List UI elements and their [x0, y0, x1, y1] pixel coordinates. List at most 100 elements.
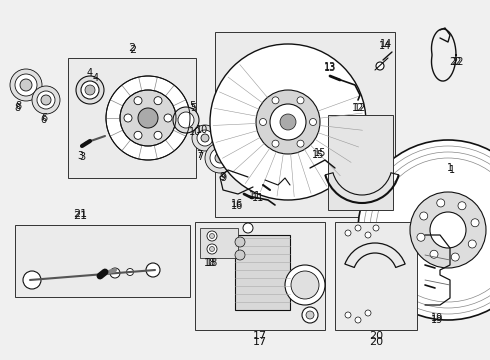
Circle shape [15, 74, 37, 96]
Circle shape [310, 118, 317, 126]
Circle shape [205, 143, 235, 173]
Text: 22: 22 [452, 57, 464, 67]
Bar [215, 32, 395, 217]
Text: 6: 6 [40, 115, 46, 125]
Text: 6: 6 [41, 113, 47, 123]
Circle shape [451, 253, 459, 261]
Text: 16: 16 [231, 201, 243, 211]
Circle shape [210, 148, 230, 168]
Circle shape [235, 237, 245, 247]
Circle shape [235, 250, 245, 260]
Text: 7: 7 [196, 150, 202, 160]
Circle shape [126, 269, 133, 275]
Text: 8: 8 [14, 103, 20, 113]
Circle shape [134, 97, 142, 105]
Circle shape [355, 317, 361, 323]
Text: 19: 19 [431, 315, 443, 325]
Circle shape [410, 192, 486, 268]
Circle shape [10, 69, 42, 101]
Text: 1: 1 [449, 165, 455, 175]
Text: 10: 10 [189, 127, 201, 137]
Circle shape [124, 114, 132, 122]
Circle shape [430, 250, 438, 258]
Circle shape [365, 232, 371, 238]
Circle shape [197, 130, 213, 146]
Circle shape [256, 90, 320, 154]
Text: 14: 14 [379, 41, 391, 51]
Circle shape [201, 134, 209, 142]
Circle shape [178, 112, 194, 128]
Text: 3: 3 [77, 151, 83, 161]
Circle shape [23, 271, 41, 289]
Circle shape [302, 307, 318, 323]
Text: 20: 20 [369, 331, 383, 341]
Text: 19: 19 [431, 313, 443, 323]
Circle shape [458, 202, 466, 210]
Circle shape [154, 131, 162, 139]
Text: 2: 2 [129, 45, 137, 55]
Bar [200, 228, 238, 258]
Circle shape [138, 108, 158, 128]
Circle shape [106, 76, 190, 160]
Circle shape [173, 107, 199, 133]
Circle shape [243, 223, 253, 233]
Circle shape [20, 79, 32, 91]
Circle shape [417, 233, 425, 241]
Circle shape [210, 44, 366, 200]
Circle shape [154, 97, 162, 105]
Circle shape [215, 153, 225, 163]
Circle shape [210, 234, 215, 239]
Bar [195, 222, 325, 330]
Circle shape [358, 140, 490, 320]
Circle shape [37, 91, 55, 109]
Text: 1: 1 [447, 163, 453, 173]
Text: 8: 8 [15, 101, 21, 111]
Bar [335, 222, 417, 330]
Circle shape [373, 225, 379, 231]
Text: 11: 11 [252, 193, 264, 203]
Circle shape [134, 131, 142, 139]
Circle shape [345, 230, 351, 236]
Text: 2: 2 [128, 43, 136, 53]
Text: 15: 15 [312, 150, 324, 160]
Circle shape [471, 219, 479, 227]
Text: 9: 9 [220, 173, 226, 183]
Circle shape [260, 118, 267, 126]
Text: 13: 13 [324, 63, 336, 73]
Text: 7: 7 [197, 152, 203, 162]
Circle shape [364, 146, 490, 314]
Text: 14: 14 [380, 39, 392, 49]
Text: 4: 4 [87, 68, 93, 78]
Text: 21: 21 [73, 209, 87, 219]
Circle shape [110, 268, 120, 278]
Text: 17: 17 [253, 331, 267, 341]
Circle shape [81, 81, 99, 99]
Circle shape [345, 312, 351, 318]
Bar [15, 225, 190, 297]
Text: 12: 12 [352, 103, 364, 113]
Circle shape [164, 114, 172, 122]
Circle shape [280, 114, 296, 130]
Circle shape [146, 263, 160, 277]
Circle shape [376, 62, 384, 70]
Circle shape [41, 95, 51, 105]
Circle shape [297, 140, 304, 147]
Text: 9: 9 [219, 172, 225, 182]
Circle shape [285, 265, 325, 305]
Circle shape [207, 231, 217, 241]
Text: 13: 13 [324, 62, 336, 72]
Circle shape [76, 76, 104, 104]
Text: 21: 21 [73, 211, 87, 221]
Bar [328, 115, 393, 210]
Circle shape [210, 247, 215, 252]
Circle shape [420, 212, 428, 220]
Text: 11: 11 [249, 191, 261, 201]
Text: 15: 15 [314, 148, 326, 158]
Circle shape [272, 97, 279, 104]
Circle shape [365, 310, 371, 316]
Text: 12: 12 [354, 103, 366, 113]
Circle shape [297, 97, 304, 104]
Text: 18: 18 [204, 258, 216, 268]
Text: 5: 5 [189, 101, 195, 111]
Circle shape [468, 240, 476, 248]
